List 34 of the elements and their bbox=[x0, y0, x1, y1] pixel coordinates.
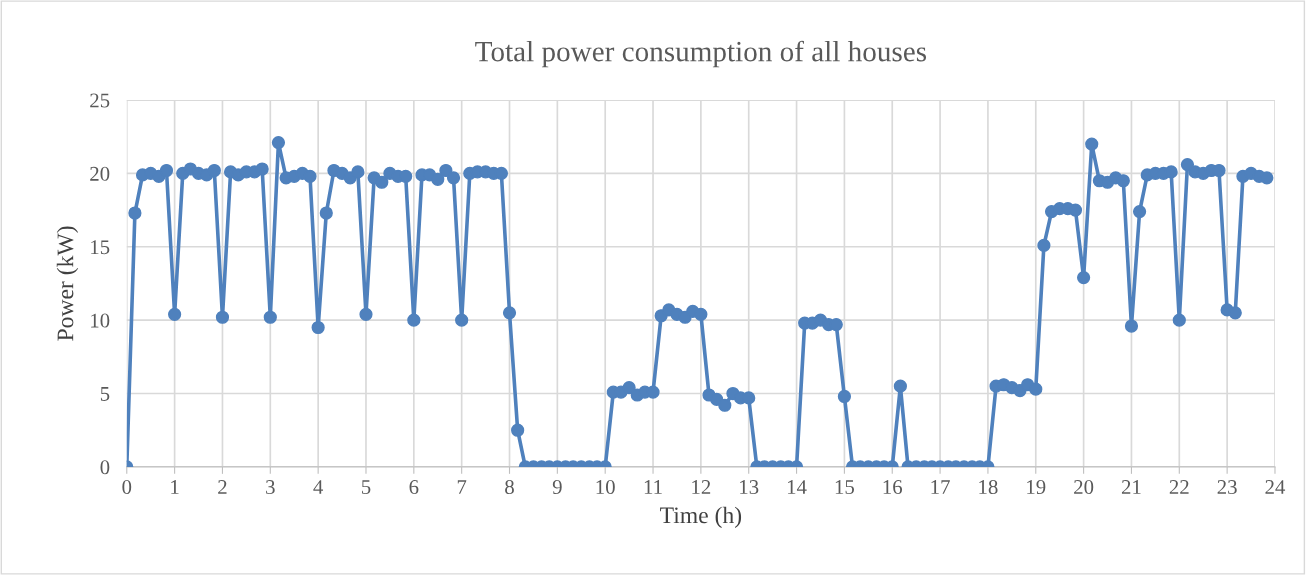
x-tick-label: 17 bbox=[931, 480, 950, 494]
x-tick-label: 20 bbox=[1074, 480, 1094, 495]
x-axis-title: Time (h) bbox=[660, 506, 742, 529]
chart-title: Total power consumption of all houses bbox=[475, 40, 927, 68]
x-tick-label: 14 bbox=[787, 480, 807, 494]
x-tick-label: 5 bbox=[361, 480, 371, 495]
x-tick-label: 10 bbox=[596, 480, 615, 495]
x-tick-label: 3 bbox=[266, 480, 275, 495]
x-tick-label: 13 bbox=[740, 480, 759, 495]
x-tick-label: 15 bbox=[835, 480, 855, 495]
y-tick-label: 10 bbox=[91, 313, 110, 328]
x-tick-label: 2 bbox=[218, 480, 227, 494]
x-tick-label: 21 bbox=[1121, 480, 1141, 494]
x-tick-label: 11 bbox=[644, 480, 662, 494]
x-tick-label: 22 bbox=[1169, 480, 1189, 494]
x-tick-label: 0 bbox=[122, 480, 132, 495]
x-tick-label: 9 bbox=[552, 480, 562, 495]
x-tick-label: 23 bbox=[1217, 480, 1237, 495]
x-tick-label: 24 bbox=[1265, 480, 1286, 494]
x-tick-label: 12 bbox=[692, 480, 711, 494]
y-axis-title: Power (kW) bbox=[56, 226, 79, 341]
x-tick-label: 6 bbox=[409, 480, 419, 495]
x-tick-label: 7 bbox=[457, 480, 467, 494]
x-tick-label: 4 bbox=[313, 480, 324, 494]
y-tick-label: 5 bbox=[100, 387, 110, 401]
y-tick-label: 15 bbox=[91, 240, 110, 255]
y-tick-label: 0 bbox=[100, 460, 110, 475]
x-tick-label: 18 bbox=[979, 480, 998, 495]
x-tick-label: 1 bbox=[171, 480, 179, 494]
x-tick-label: 8 bbox=[505, 480, 514, 495]
y-tick-label: 25 bbox=[90, 93, 110, 108]
y-tick-label: 20 bbox=[90, 166, 110, 181]
x-tick-label: 16 bbox=[883, 480, 903, 495]
x-tick-label: 19 bbox=[1027, 480, 1046, 495]
